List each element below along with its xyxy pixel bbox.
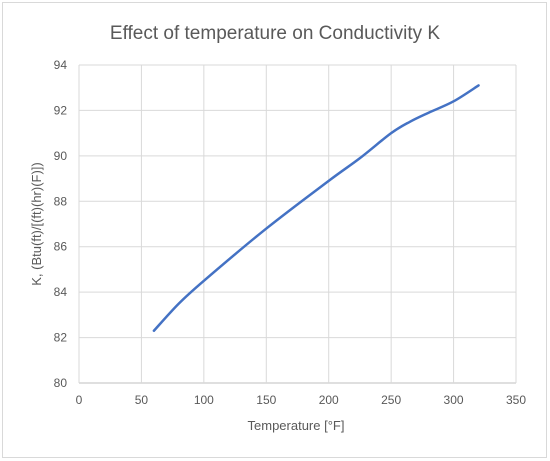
y-tick-label: 90 [54,149,68,163]
x-tick-labels: 0 50 100 150 200 250 300 350 [76,393,527,407]
x-tick-label: 200 [319,393,339,407]
y-tick-label: 82 [54,331,68,345]
y-axis-label: K, (Btu(ft)/[(ft)(hr)(F)]) [29,162,44,285]
y-tick-label: 88 [54,194,68,208]
x-tick-label: 0 [76,393,83,407]
y-tick-label: 84 [54,285,68,299]
x-tick-label: 150 [256,393,276,407]
y-tick-label: 86 [54,240,68,254]
x-tick-label: 250 [381,393,401,407]
y-tick-labels: 80 82 84 86 88 90 92 94 [54,58,68,390]
x-tick-label: 50 [135,393,149,407]
y-tick-label: 94 [54,58,68,72]
chart-title: Effect of temperature on Conductivity K [110,23,441,44]
y-tick-label: 92 [54,103,68,117]
series-line [152,84,480,333]
x-tick-label: 350 [506,393,526,407]
series-layer [152,84,480,333]
gridlines [78,64,517,384]
y-tick-label: 80 [54,376,68,390]
x-axis-label: Temperature [°F] [248,418,345,433]
x-tick-label: 100 [194,393,214,407]
x-tick-label: 300 [444,393,464,407]
